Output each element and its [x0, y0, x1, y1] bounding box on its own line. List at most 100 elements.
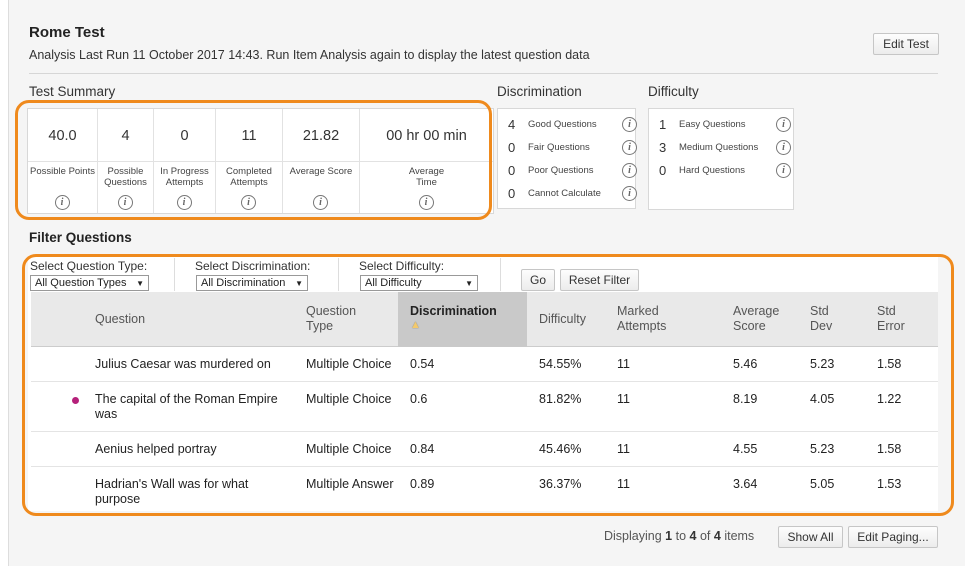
difficulty-row-medium: 3 Medium Questions i — [659, 137, 791, 157]
discrimination-row-poor: 0 Poor Questions i — [508, 160, 637, 180]
info-icon[interactable]: i — [117, 195, 133, 210]
paging-prefix: Displaying — [604, 529, 662, 543]
summary-divider — [360, 161, 493, 162]
dropdown-arrow-icon: ▼ — [136, 278, 144, 288]
table-row[interactable]: Aenius helped portray Multiple Choice 0.… — [31, 432, 938, 467]
label: Poor Questions — [528, 164, 594, 176]
discrimination-select[interactable]: All Discrimination ▼ — [196, 275, 308, 291]
info-icon[interactable]: i — [776, 162, 791, 178]
info-icon[interactable]: i — [622, 162, 637, 178]
question-link[interactable]: The capital of the Roman Empire was — [95, 392, 278, 421]
difficulty-cell: 81.82% — [539, 392, 582, 406]
summary-label: In Progress Attempts — [160, 166, 209, 188]
summary-label: Completed Attempts — [226, 166, 272, 188]
go-button[interactable]: Go — [521, 269, 555, 291]
edit-paging-button[interactable]: Edit Paging... — [848, 526, 938, 548]
label: Medium Questions — [679, 141, 759, 153]
header-line: Attempts — [617, 319, 667, 333]
marked-attempts-cell: 11 — [617, 442, 630, 456]
discrimination-box: 4 Good Questions i 0 Fair Questions i 0 … — [497, 108, 637, 209]
filter-questions-title: Filter Questions — [29, 230, 132, 245]
column-header-std-dev[interactable]: Std Dev — [810, 304, 832, 334]
header-line: Dev — [810, 319, 833, 333]
count: 0 — [508, 139, 516, 155]
question-type-label: Select Question Type: — [30, 259, 148, 273]
average-score-cell: 4.55 — [733, 442, 758, 456]
column-header-question[interactable]: Question — [95, 312, 146, 326]
info-icon[interactable]: i — [54, 195, 70, 210]
table-row[interactable]: The capital of the Roman Empire was Mult… — [31, 382, 938, 432]
discrimination-row-fair: 0 Fair Questions i — [508, 137, 637, 157]
summary-value: 0 — [180, 128, 189, 144]
label: Fair Questions — [528, 141, 590, 153]
column-header-average-score[interactable]: Average Score — [733, 304, 779, 334]
summary-value: 40.0 — [48, 128, 77, 144]
column-header-std-error[interactable]: Std Error — [877, 304, 905, 334]
label: Easy Questions — [679, 118, 746, 130]
column-header-question-type[interactable]: Question Type — [306, 304, 356, 334]
question-link[interactable]: Hadrian's Wall was for what purpose — [95, 477, 249, 506]
table-row[interactable]: Julius Caesar was murdered on Multiple C… — [31, 347, 938, 382]
info-icon[interactable]: i — [776, 116, 791, 132]
discrimination-cell: 0.84 — [410, 442, 435, 456]
info-icon[interactable]: i — [622, 139, 637, 155]
summary-value: 00 hr 00 min — [386, 128, 467, 144]
difficulty-row-easy: 1 Easy Questions i — [659, 114, 791, 134]
analysis-last-run-text: Analysis Last Run 11 October 2017 14:43.… — [29, 48, 590, 62]
header-line: Discrimination — [410, 304, 497, 318]
info-icon[interactable]: i — [622, 185, 637, 201]
question-link[interactable]: Aenius helped portray — [95, 442, 217, 456]
difficulty-filter-label: Select Difficulty: — [359, 259, 445, 273]
label: Hard Questions — [679, 164, 746, 176]
difficulty-cell: 54.55% — [539, 357, 582, 371]
page-title: Rome Test — [29, 24, 105, 41]
question-type-cell: Multiple Choice — [306, 442, 392, 456]
summary-divider — [154, 161, 215, 162]
info-icon[interactable]: i — [241, 195, 256, 210]
info-icon[interactable]: i — [776, 139, 791, 155]
marked-attempts-cell: 11 — [617, 392, 630, 406]
question-link[interactable]: Julius Caesar was murdered on — [95, 357, 271, 371]
header-line: Std — [810, 304, 829, 318]
marked-attempts-cell: 11 — [617, 477, 630, 491]
discrimination-cell: 0.54 — [410, 357, 435, 371]
paging-total: 4 — [713, 529, 721, 543]
std-error-cell: 1.22 — [877, 392, 902, 406]
info-icon[interactable]: i — [313, 195, 328, 210]
summary-completed-attempts: 11 Completed Attempts i — [216, 109, 283, 213]
paging-of-word: of — [699, 529, 711, 543]
column-header-discrimination[interactable]: Discrimination ▲ — [410, 304, 497, 332]
column-header-difficulty[interactable]: Difficulty — [539, 312, 587, 326]
flag-dot-icon — [72, 397, 79, 404]
std-dev-cell: 5.23 — [810, 357, 835, 371]
label: Cannot Calculate — [528, 187, 601, 199]
summary-possible-questions: 4 Possible Questions i — [98, 109, 154, 213]
edit-test-button[interactable]: Edit Test — [873, 33, 939, 55]
discrimination-filter-label: Select Discrimination: — [195, 259, 311, 273]
sorted-column-highlight — [398, 292, 527, 347]
discrimination-row-good: 4 Good Questions i — [508, 114, 637, 134]
summary-possible-points: 40.0 Possible Points i — [28, 109, 98, 213]
info-icon[interactable]: i — [418, 195, 434, 210]
info-icon[interactable]: i — [622, 116, 637, 132]
summary-divider — [28, 161, 97, 162]
question-type-cell: Multiple Choice — [306, 357, 392, 371]
question-type-select[interactable]: All Question Types ▼ — [30, 275, 149, 291]
info-icon[interactable]: i — [176, 195, 192, 210]
question-type-cell: Multiple Choice — [306, 392, 392, 406]
difficulty-value: All Difficulty — [365, 277, 422, 289]
summary-label: Average Score — [289, 166, 353, 177]
paging-to: 4 — [689, 529, 697, 543]
paging-from: 1 — [665, 529, 673, 543]
summary-in-progress-attempts: 0 In Progress Attempts i — [154, 109, 216, 213]
table-highlight-ring — [22, 254, 954, 516]
column-header-marked-attempts[interactable]: Marked Attempts — [617, 304, 666, 334]
show-all-button[interactable]: Show All — [778, 526, 843, 548]
reset-filter-button[interactable]: Reset Filter — [560, 269, 639, 291]
count: 0 — [659, 162, 667, 178]
filter-separator — [500, 258, 501, 291]
count: 0 — [508, 185, 516, 201]
paging-to-word: to — [675, 529, 687, 543]
table-row[interactable]: Hadrian's Wall was for what purpose Mult… — [31, 467, 938, 511]
difficulty-select[interactable]: All Difficulty ▼ — [360, 275, 478, 291]
